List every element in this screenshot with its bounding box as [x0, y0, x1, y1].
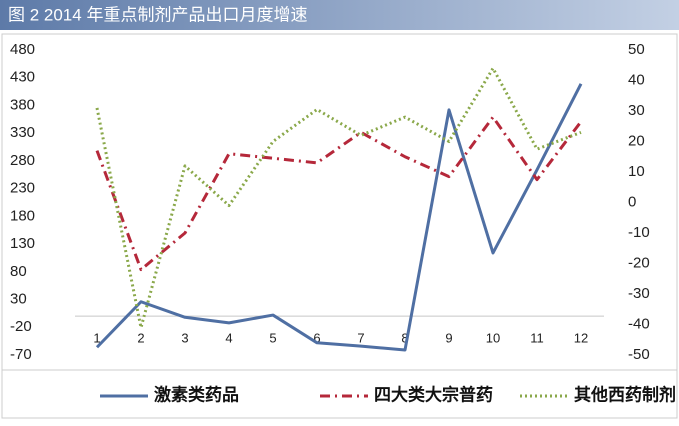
- series-line: [95, 83, 583, 352]
- y2-tick-label: 40: [628, 71, 645, 88]
- y2-tick-label: -20: [628, 254, 650, 271]
- y2-tick-label: 30: [628, 102, 645, 119]
- y2-tick-label: -10: [628, 224, 650, 241]
- x-tick-label: 11: [530, 331, 544, 346]
- x-tick-label: 5: [269, 331, 276, 346]
- y-tick-label: 80: [10, 263, 27, 280]
- legend-label: 四大类大宗普药: [374, 384, 493, 404]
- y-tick-label: 380: [10, 96, 35, 113]
- x-tick-label: 10: [486, 331, 500, 346]
- y2-tick-label: -30: [628, 285, 650, 302]
- y2-tick-label: 50: [628, 41, 645, 58]
- y-tick-label: 30: [10, 291, 27, 308]
- x-tick-label: 2: [137, 331, 144, 346]
- y2-tick-label: -40: [628, 315, 650, 332]
- series-line: [95, 66, 582, 330]
- y2-tick-label: 10: [628, 163, 645, 180]
- y2-tick-label: 20: [628, 132, 645, 149]
- y-tick-label: -20: [10, 318, 32, 335]
- x-tick-label: 4: [225, 331, 232, 346]
- y-tick-label: 230: [10, 180, 35, 197]
- y-tick-label: -70: [10, 346, 32, 363]
- x-tick-label: 1: [93, 331, 100, 346]
- series-line: [95, 115, 583, 272]
- x-tick-label: 3: [181, 331, 188, 346]
- title-bar: [0, 0, 679, 30]
- y-tick-label: 430: [10, 69, 35, 86]
- x-tick-label: 12: [574, 331, 588, 346]
- legend-label: 其他西药制剂: [574, 384, 676, 404]
- y-tick-label: 180: [10, 207, 35, 224]
- y-tick-label: 330: [10, 124, 35, 141]
- y-tick-label: 480: [10, 41, 35, 58]
- x-tick-label: 6: [313, 331, 320, 346]
- y-tick-label: 280: [10, 152, 35, 169]
- y-tick-label: 130: [10, 235, 35, 252]
- legend-label: 激素类药品: [154, 384, 239, 404]
- x-tick-label: 9: [445, 331, 452, 346]
- frame: [1, 33, 678, 419]
- y2-tick-label: -50: [628, 346, 650, 363]
- y2-tick-label: 0: [628, 193, 636, 210]
- x-tick-label: 7: [357, 331, 364, 346]
- x-tick-label: 8: [401, 331, 408, 346]
- chart-title: 图 2 2014 年重点制剂产品出口月度增速: [8, 5, 307, 24]
